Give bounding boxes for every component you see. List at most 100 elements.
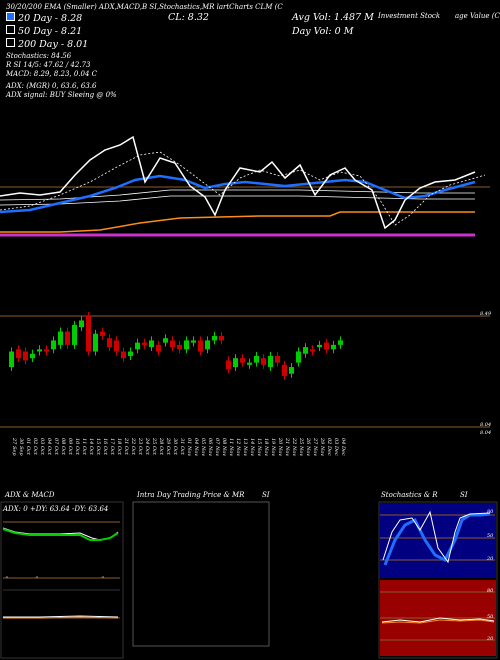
candle — [163, 338, 168, 343]
stoch-axis-20: 20 — [486, 556, 494, 562]
candle — [233, 358, 238, 368]
date-tick: 03 Oct — [39, 438, 45, 456]
candle — [107, 338, 112, 348]
stoch-d-line — [382, 510, 491, 564]
date-tick: 04 Nov — [193, 438, 199, 456]
rsi-signal — [381, 619, 495, 624]
rsi-axis-50: 50 — [487, 614, 494, 620]
adx-di-minus — [2, 528, 119, 541]
candle — [303, 347, 308, 354]
ema50-legend: 50 Day - 8.21 — [6, 25, 82, 37]
rsi-line — [381, 617, 495, 623]
date-tick: 11 Nov — [228, 438, 234, 456]
date-tick: 29 Oct — [165, 437, 171, 456]
date-tick: 23 Oct — [137, 437, 143, 456]
date-tick: 31 Oct — [179, 438, 185, 456]
candle — [30, 353, 35, 359]
intraday-panel — [132, 501, 270, 647]
date-tick: 04 Dec — [340, 438, 346, 456]
date-tick: 22 Nov — [291, 437, 297, 456]
candle — [268, 355, 273, 368]
date-tick: 27 Sep — [11, 437, 17, 456]
candlesticks — [9, 312, 343, 380]
date-tick: 20 Nov — [277, 437, 283, 456]
date-tick: 24 Oct — [144, 437, 150, 456]
date-tick: 21 Oct — [123, 437, 129, 456]
candle — [9, 351, 14, 368]
date-tick: 02 Oct — [32, 438, 38, 456]
candle — [275, 355, 280, 363]
date-tick: 15 Nov — [256, 438, 262, 456]
candle — [261, 358, 266, 365]
date-tick: 30 Oct — [172, 438, 178, 456]
candle — [156, 344, 161, 352]
stochastics-value: Stochastics: 84.56 — [6, 52, 72, 60]
candle — [170, 340, 175, 348]
candle — [289, 367, 294, 374]
candle — [100, 331, 105, 336]
stoch-dotted — [0, 151, 486, 226]
adx-signal: ADX signal: BUY Sleeing @ 0% — [6, 91, 117, 99]
date-tick: 14 Nov — [249, 438, 255, 456]
rsi-value: R SI 14/5: 47.62 / 42.73 — [6, 61, 91, 69]
ema200-legend: 200 Day - 8.01 — [6, 38, 88, 50]
macd-value: MACD: 8.29, 8.23, 0.04 C — [6, 70, 98, 78]
candle — [219, 335, 224, 341]
price-axis-low2: 8.04 — [480, 430, 491, 436]
date-tick: 03 Dec — [333, 438, 339, 456]
ema200-swatch — [6, 38, 15, 47]
candle — [324, 342, 329, 350]
date-tick: 05 Nov — [200, 438, 206, 456]
date-tick: 25 Nov — [298, 437, 304, 456]
candle — [331, 344, 336, 350]
candle — [79, 320, 84, 328]
candle — [93, 333, 98, 352]
candle — [128, 351, 133, 356]
header-indicator-list: 30/20/200 EMA (Smaller) ADX,MACD,B SI,St… — [6, 3, 283, 11]
candle — [226, 360, 231, 370]
adx-value: ADX: (MGR) 0, 63.6, 63.6 — [6, 82, 97, 90]
price-axis-top: 8.49 — [480, 311, 492, 317]
date-tick: 02 Dec — [326, 438, 332, 456]
date-tick: 28 Oct — [158, 437, 164, 456]
candle — [72, 324, 77, 345]
date-tick: 29 Nov — [319, 437, 325, 456]
candle — [149, 340, 154, 348]
ema50-band-lower — [0, 195, 475, 206]
candle — [184, 340, 189, 350]
date-tick: 07 Oct — [53, 438, 59, 456]
adx-di-values: ADX: 0 +DY: 63.64 -DY: 63.64 — [3, 505, 109, 513]
date-tick: 08 Oct — [60, 438, 66, 456]
date-tick: 09 Oct — [67, 438, 73, 456]
date-tick: 10 Oct — [74, 438, 80, 456]
adx-marker-3: ⌃ — [100, 576, 104, 582]
price-close-line — [0, 135, 476, 230]
rsi-axis-80: 80 — [487, 588, 494, 594]
candle — [121, 351, 126, 359]
stoch-axis-80: 80 — [487, 509, 494, 515]
date-tick: 06 Nov — [207, 438, 213, 456]
date-tick: 14 Oct — [88, 438, 94, 456]
date-tick: 16 Oct — [102, 438, 108, 456]
candle — [296, 351, 301, 363]
candle — [317, 344, 322, 348]
header-company: Investment Stock — [378, 12, 441, 20]
date-tick: 25 Oct — [151, 437, 157, 456]
stoch-si: SI — [460, 491, 468, 499]
candle — [65, 331, 70, 345]
date-tick: 26 Nov — [305, 437, 311, 456]
macd-line — [3, 615, 119, 618]
candle — [135, 342, 140, 350]
candle — [37, 349, 42, 352]
candle — [310, 349, 315, 352]
date-tick: 08 Nov — [221, 438, 227, 456]
candle — [44, 349, 49, 352]
ema200-line — [0, 211, 475, 233]
candle — [254, 355, 259, 363]
date-tick: 11 Oct — [81, 438, 87, 456]
macd-signal — [3, 616, 119, 619]
date-tick: 21 Nov — [284, 437, 290, 456]
header-company-2: age Value (C — [455, 12, 500, 20]
stoch-title: Stochastics & R — [381, 491, 438, 499]
